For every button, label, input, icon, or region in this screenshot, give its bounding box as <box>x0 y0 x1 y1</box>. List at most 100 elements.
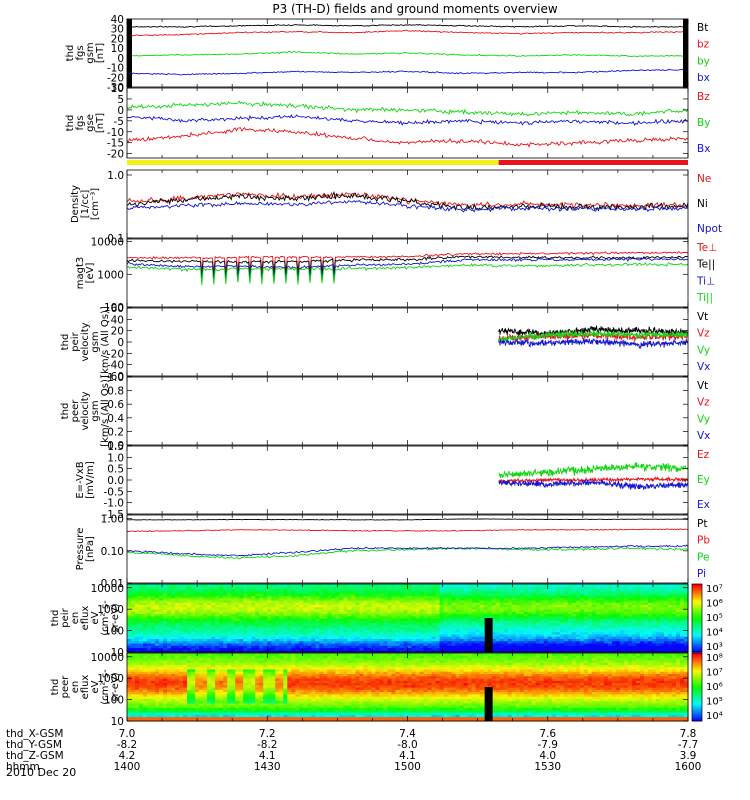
y-axis-label: thd <box>60 403 71 420</box>
y-axis-label: en <box>70 681 81 694</box>
date-label: 2010 Dec 20 <box>6 766 76 779</box>
legend-efield-0: Ez <box>697 449 710 461</box>
x-tick-label: 1530 <box>534 761 561 773</box>
x-row-label: thd_Y-GSM <box>6 739 62 751</box>
y-tick-label: 100 <box>104 302 124 314</box>
y-tick-label: 100 <box>104 626 124 638</box>
series-pressure-1 <box>126 528 689 533</box>
y-axis-label: gsm <box>90 331 101 352</box>
legend-density-2: Npot <box>697 223 722 235</box>
y-tick-label: -15 <box>107 138 124 150</box>
y-tick-label: 0.1 <box>107 233 124 245</box>
y-axis-label: sr-eV) <box>110 603 121 632</box>
y-axis-label: (cm²-s- <box>100 669 111 705</box>
y-tick-label: -1.5 <box>104 509 125 521</box>
x-tick-label: 7.4 <box>399 728 416 740</box>
x-tick-label: -7.9 <box>538 739 559 751</box>
y-tick-label: -60 <box>107 371 124 383</box>
y-axis-label: thd <box>65 115 76 132</box>
legend-fgs_gse-2: Bx <box>697 143 710 155</box>
series-fgs_gsm-1 <box>127 29 689 37</box>
y-tick-label: 0.6 <box>107 399 124 411</box>
legend-fgs_gse-1: By <box>697 117 710 129</box>
panel-frame <box>126 238 689 308</box>
legend-fgs_gse-0: Bz <box>697 91 710 103</box>
y-tick-label: 0.8 <box>107 386 124 398</box>
panel-peer_spectrogram: 10⁸ 10⁷ 10⁶ 10⁵ 10⁴ 10000 1000 100 10 thd peer en ef… <box>50 652 723 728</box>
y-tick-label: 10 <box>111 647 124 659</box>
y-axis-label: Density <box>70 185 81 223</box>
y-axis-label: magt3 <box>75 257 86 290</box>
series-peir_velocity-2 <box>498 329 689 343</box>
legend-density-0: Ne <box>697 173 711 185</box>
x-tick-label: 1600 <box>675 761 702 773</box>
y-tick-label: -20 <box>107 149 124 161</box>
y-axis-label: sr-eV) <box>110 672 121 701</box>
series-fgs_gsm-2 <box>126 50 689 58</box>
x-row-label: hhmm <box>6 761 40 773</box>
x-tick-label: 7.2 <box>259 728 276 740</box>
y-tick-label: 1.0 <box>107 372 124 384</box>
y-tick-label: 0.4 <box>107 413 124 425</box>
legend-pressure-2: Pe <box>697 551 709 563</box>
y-axis-label: [eV] <box>85 263 96 284</box>
legend-peir_velocity-0: Vt <box>697 311 708 323</box>
y-tick-label: 0.0 <box>107 475 124 487</box>
plot-title: P3 (TH-D) fields and ground moments over… <box>272 2 557 16</box>
series-pressure-3 <box>126 544 689 557</box>
y-tick-label: -0.5 <box>104 486 125 498</box>
y-axis-label: thd <box>50 679 61 696</box>
colorbar-tick-label: 10⁷ <box>706 668 723 679</box>
mode-bar-yellow <box>127 160 499 165</box>
legend-peer_velocity-2: Vy <box>697 413 710 425</box>
series-efield-0 <box>498 475 689 484</box>
y-axis-label: gse <box>85 114 96 132</box>
legend-peer_velocity-1: Vz <box>697 397 710 409</box>
y-axis-label: (cm²-s- <box>100 600 111 636</box>
panel-frame <box>126 514 689 584</box>
y-tick-label: 1000 <box>97 604 124 616</box>
y-axis-label: velocity <box>80 322 91 361</box>
panel-peir_spectrogram: 10⁷ 10⁶ 10⁵ 10⁴ 10³ 10000 1000 100 10 thd peir en ef… <box>50 583 723 659</box>
x-tick-label: 1400 <box>114 761 141 773</box>
legend-pressure-3: Pi <box>697 568 706 580</box>
legend-peer_velocity-3: Vx <box>697 430 710 442</box>
x-axis-labels: thd_X-GSMthd_Y-GSMthd_Z-GSMhhmm7.0-8.24.… <box>6 728 701 773</box>
y-tick-label: -10 <box>107 127 124 139</box>
colorbar-tick-label: 10⁶ <box>706 682 723 693</box>
legend-density-1: Ni <box>697 198 708 210</box>
y-axis-label: [nT] <box>95 43 106 63</box>
x-tick-label: 4.2 <box>119 750 136 762</box>
legend-efield-2: Ex <box>697 499 710 511</box>
y-axis-label: E=-VxB <box>75 461 86 498</box>
y-tick-label: -10 <box>107 63 124 75</box>
x-tick-label: -8.0 <box>397 739 418 751</box>
y-axis-label: thd <box>50 610 61 627</box>
mode-bar-red <box>498 160 688 165</box>
x-tick-label: -8.2 <box>117 739 138 751</box>
series-fgs_gse-1 <box>126 100 689 117</box>
legend-peir_velocity-3: Vx <box>697 361 710 373</box>
y-axis-label: fgs <box>75 115 86 130</box>
y-axis-label: [mV/m] <box>85 461 96 499</box>
y-tick-label: 0 <box>117 53 124 65</box>
y-tick-label: 0.0 <box>107 440 124 452</box>
data-gap <box>484 687 493 721</box>
legend-efield-1: Ey <box>697 474 710 486</box>
panel-pressure: 1.00 0.10 0.01 Pressure [nPa] Pt Pb Pe Pi <box>75 514 710 590</box>
y-tick-label: 10 <box>111 43 124 55</box>
panel-efield: 1.51.00.50.0-0.5-1.0-1.5E=-VxB [mV/m]EzEy… <box>75 441 710 521</box>
series-peir_velocity-3 <box>498 337 689 350</box>
series-density-1 <box>126 190 689 212</box>
y-axis-label: [km/s (All Qs)] <box>100 375 111 447</box>
series-fgs_gsm-0 <box>127 23 689 28</box>
y-axis-label: [nT] <box>95 113 106 133</box>
panel-temperature: 10000 1000 100 magt3 [eV] Te⊥ Te|| Ti⊥ Ti|| <box>75 237 717 314</box>
x-tick-label: -7.7 <box>678 739 699 751</box>
x-tick-label: 7.8 <box>680 728 697 740</box>
y-axis-label: peer <box>60 675 71 699</box>
y-tick-label: 1000 <box>97 673 124 685</box>
y-axis-label: thd <box>60 334 71 351</box>
x-tick-label: -8.2 <box>257 739 278 751</box>
